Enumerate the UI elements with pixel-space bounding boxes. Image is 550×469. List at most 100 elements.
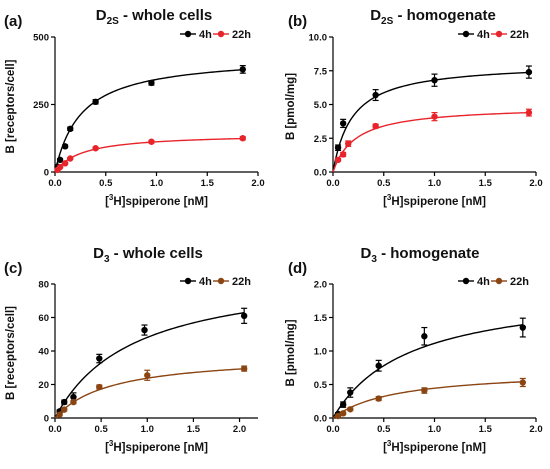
x-axis-label: [3H]spiperone [nM] [383,439,486,454]
data-point [61,160,69,167]
data-point [431,77,438,84]
data-point [347,389,354,396]
x-tick-label: 2.0 [233,424,246,435]
data-point [519,379,527,386]
data-point [239,135,246,142]
legend-label: 4h [199,276,212,288]
panel-letter: (b) [288,13,307,30]
data-point [431,113,438,120]
legend-marker [462,30,470,38]
y-tick-label: 10.0 [309,33,328,44]
x-tick-label: 1.0 [428,424,441,435]
x-tick-label: 2.0 [251,178,264,189]
legend-label: 4h [477,29,490,41]
data-point [525,109,533,116]
legend-label: 22h [510,276,529,288]
y-tick-label: 250 [33,100,49,111]
data-point [375,362,382,369]
y-tick-label: 20 [38,380,49,391]
x-tick-label: 2.0 [529,424,542,435]
y-tick-label: 2.5 [314,134,328,145]
data-point [56,156,64,164]
y-tick-label: 1.5 [314,313,328,324]
data-point [334,156,342,164]
x-tick-label: 2.0 [529,178,542,189]
y-tick-label: 80 [38,280,49,291]
x-tick-label: 1.5 [479,424,493,435]
x-tick-label: 1.5 [479,178,493,189]
fit-curve [54,368,245,419]
data-point [372,91,379,99]
x-tick-label: 1.0 [428,178,441,189]
panel-a: (a) D2S - whole cells 0 250 500 0.0 0.5 1.0 1.5 2… [4,7,265,208]
data-point [525,68,533,76]
series-4h [332,65,533,173]
x-tick-label: 1.5 [187,424,201,435]
data-point [61,398,68,406]
fit-curve [332,324,523,419]
data-point [56,411,63,418]
data-point [240,365,248,372]
series-4h [54,307,248,419]
legend-marker [217,30,225,38]
x-tick-label: 1.0 [150,178,163,189]
data-point [339,410,347,417]
legend-label: 22h [232,29,251,41]
legend-marker [184,277,192,285]
y-axis-label: B [receptors/cell] [5,59,17,153]
y-tick-label: 1.0 [314,347,327,358]
legend-label: 4h [199,29,212,41]
y-tick-label: 7.5 [314,66,328,77]
x-tick-label: 0.5 [377,178,391,189]
data-point [70,393,77,401]
panel-title: D2S - homogenate [370,7,496,27]
data-point [345,140,352,147]
panel-letter: (d) [288,260,307,277]
data-point [347,406,354,413]
series-22h [54,135,246,174]
legend-marker [462,277,470,285]
legend-label: 22h [510,29,529,41]
legend-label: 4h [477,276,490,288]
x-tick-label: 0.5 [99,178,113,189]
panel-letter: (c) [4,260,22,277]
fit-curve [332,381,523,419]
data-point [144,372,151,379]
y-tick-label: 2.0 [314,280,327,291]
panel-b: (b) D2S - homogenate 0.0 2.5 5.0 7.5 10.0 0.0 0.… [285,7,543,208]
y-axis-label: B [receptors/cell] [5,306,17,400]
fit-curve [54,311,245,419]
legend-marker [495,277,503,285]
data-point [67,125,74,132]
data-point [56,163,64,171]
y-axis-label: B [pmol/mg] [285,73,297,140]
y-tick-label: 60 [38,313,49,324]
data-point [92,145,99,152]
y-tick-label: 0.0 [314,414,327,425]
series-22h [54,365,248,419]
data-point [334,144,342,151]
data-point [148,79,155,87]
y-tick-label: 0 [44,168,49,179]
data-point [148,138,155,145]
panel-letter: (a) [4,13,22,30]
legend-marker [495,30,503,38]
y-tick-label: 0.0 [314,168,327,179]
data-point [421,333,428,340]
data-point [519,324,527,331]
x-tick-label: 1.5 [201,178,215,189]
x-axis-label: [3H]spiperone [nM] [383,193,486,208]
data-point [421,387,428,394]
data-point [375,395,382,402]
y-tick-label: 0.5 [314,380,328,391]
legend-label: 22h [232,276,251,288]
data-point [70,398,77,406]
legend-marker [217,277,225,285]
data-point [239,66,246,73]
data-point [372,122,379,130]
panel-title: D3 - whole cells [93,245,203,265]
y-axis-label: B [pmol/mg] [285,319,297,386]
x-tick-label: 0.0 [48,424,61,435]
data-point [61,143,69,150]
